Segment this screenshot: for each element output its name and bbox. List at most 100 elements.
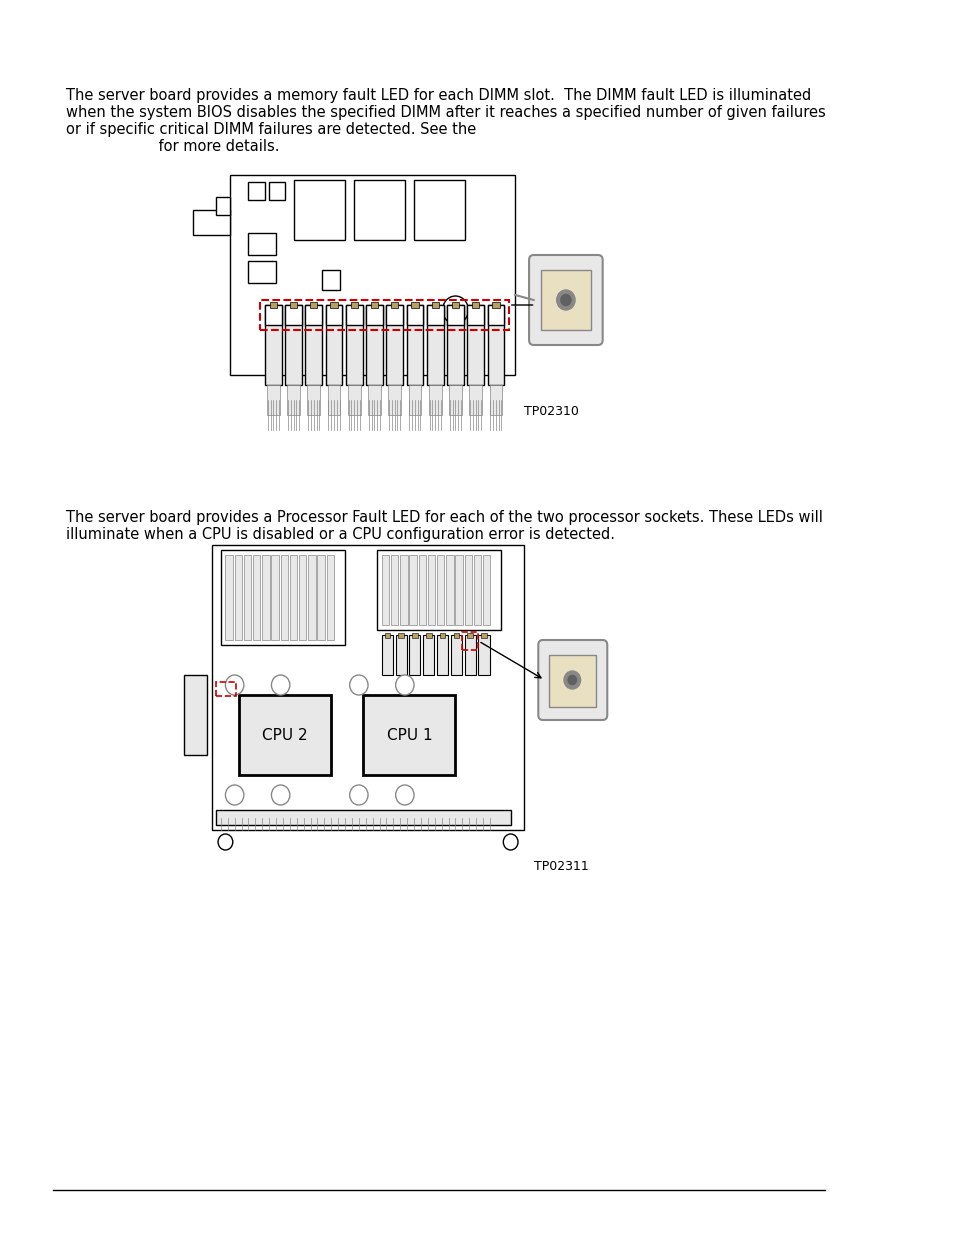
Bar [325,305,342,325]
Bar [376,550,501,630]
Bar [248,233,275,254]
Circle shape [225,785,244,805]
Circle shape [218,834,233,850]
Bar [478,635,489,676]
Bar [272,555,278,640]
Bar [464,555,472,625]
Bar [436,555,444,625]
Bar [409,635,420,676]
Text: The server board provides a memory fault LED for each DIMM slot.  The DIMM fault: The server board provides a memory fault… [66,88,811,103]
Bar [427,305,443,385]
Bar [260,300,508,330]
Bar [366,305,382,325]
Text: CPU 1: CPU 1 [386,727,432,742]
Bar [234,555,242,640]
Circle shape [225,676,244,695]
Bar [270,303,276,308]
Bar [346,305,362,385]
Circle shape [557,290,575,310]
Bar [216,682,236,697]
Bar [325,305,342,385]
Bar [391,555,398,625]
Bar [253,555,260,640]
Bar [368,385,380,415]
Bar [398,634,403,638]
Bar [427,555,435,625]
Bar [265,305,281,325]
Bar [446,555,453,625]
Bar [386,305,402,385]
Circle shape [395,785,414,805]
Text: The server board provides a Processor Fault LED for each of the two processor so: The server board provides a Processor Fa… [66,510,822,525]
Bar [290,555,297,640]
Bar [406,305,423,385]
Circle shape [558,293,572,308]
Bar [467,305,483,385]
Circle shape [272,785,290,805]
Bar [371,303,377,308]
Bar [411,303,418,308]
Bar [492,303,499,308]
Bar [294,180,345,240]
Circle shape [442,296,468,324]
Bar [287,385,299,415]
Bar [348,385,360,415]
Text: for more details.: for more details. [66,140,279,154]
Bar [330,303,337,308]
Circle shape [451,305,459,315]
Bar [453,634,458,638]
Bar [461,632,478,650]
Bar [474,555,480,625]
Bar [363,695,455,776]
Bar [447,305,463,325]
Bar [310,303,317,308]
Bar [451,635,461,676]
Bar [426,634,431,638]
Bar [346,305,362,325]
Bar [280,555,288,640]
Bar [406,305,423,325]
Circle shape [350,785,368,805]
Bar [452,303,458,308]
Bar [248,182,265,200]
Bar [489,385,502,415]
Bar [322,270,340,290]
Bar [381,635,393,676]
Bar [290,303,297,308]
Text: TP02311: TP02311 [533,860,588,873]
Bar [395,635,406,676]
Bar [482,555,490,625]
Bar [472,303,479,308]
Bar [285,305,301,325]
Bar [248,261,275,283]
Bar [193,210,230,235]
Bar [428,385,441,415]
Bar [384,634,390,638]
Bar [427,305,443,325]
Bar [265,305,281,385]
Bar [418,555,426,625]
Circle shape [272,676,290,695]
Bar [540,270,590,330]
Bar [549,655,596,706]
Bar [381,555,389,625]
Bar [354,180,404,240]
Bar [262,555,270,640]
Text: CPU 2: CPU 2 [262,727,308,742]
Bar [480,634,486,638]
Circle shape [395,676,414,695]
Bar [455,555,462,625]
Bar [467,305,483,325]
Bar [230,175,515,375]
Bar [216,198,230,215]
Bar [269,182,285,200]
Bar [298,555,306,640]
Bar [244,555,251,640]
Bar [414,180,464,240]
FancyBboxPatch shape [529,254,602,345]
Bar [447,305,463,385]
Bar [216,810,510,825]
Text: illuminate when a CPU is disabled or a CPU configuration error is detected.: illuminate when a CPU is disabled or a C… [66,527,615,542]
Bar [487,305,504,385]
Bar [386,305,402,325]
